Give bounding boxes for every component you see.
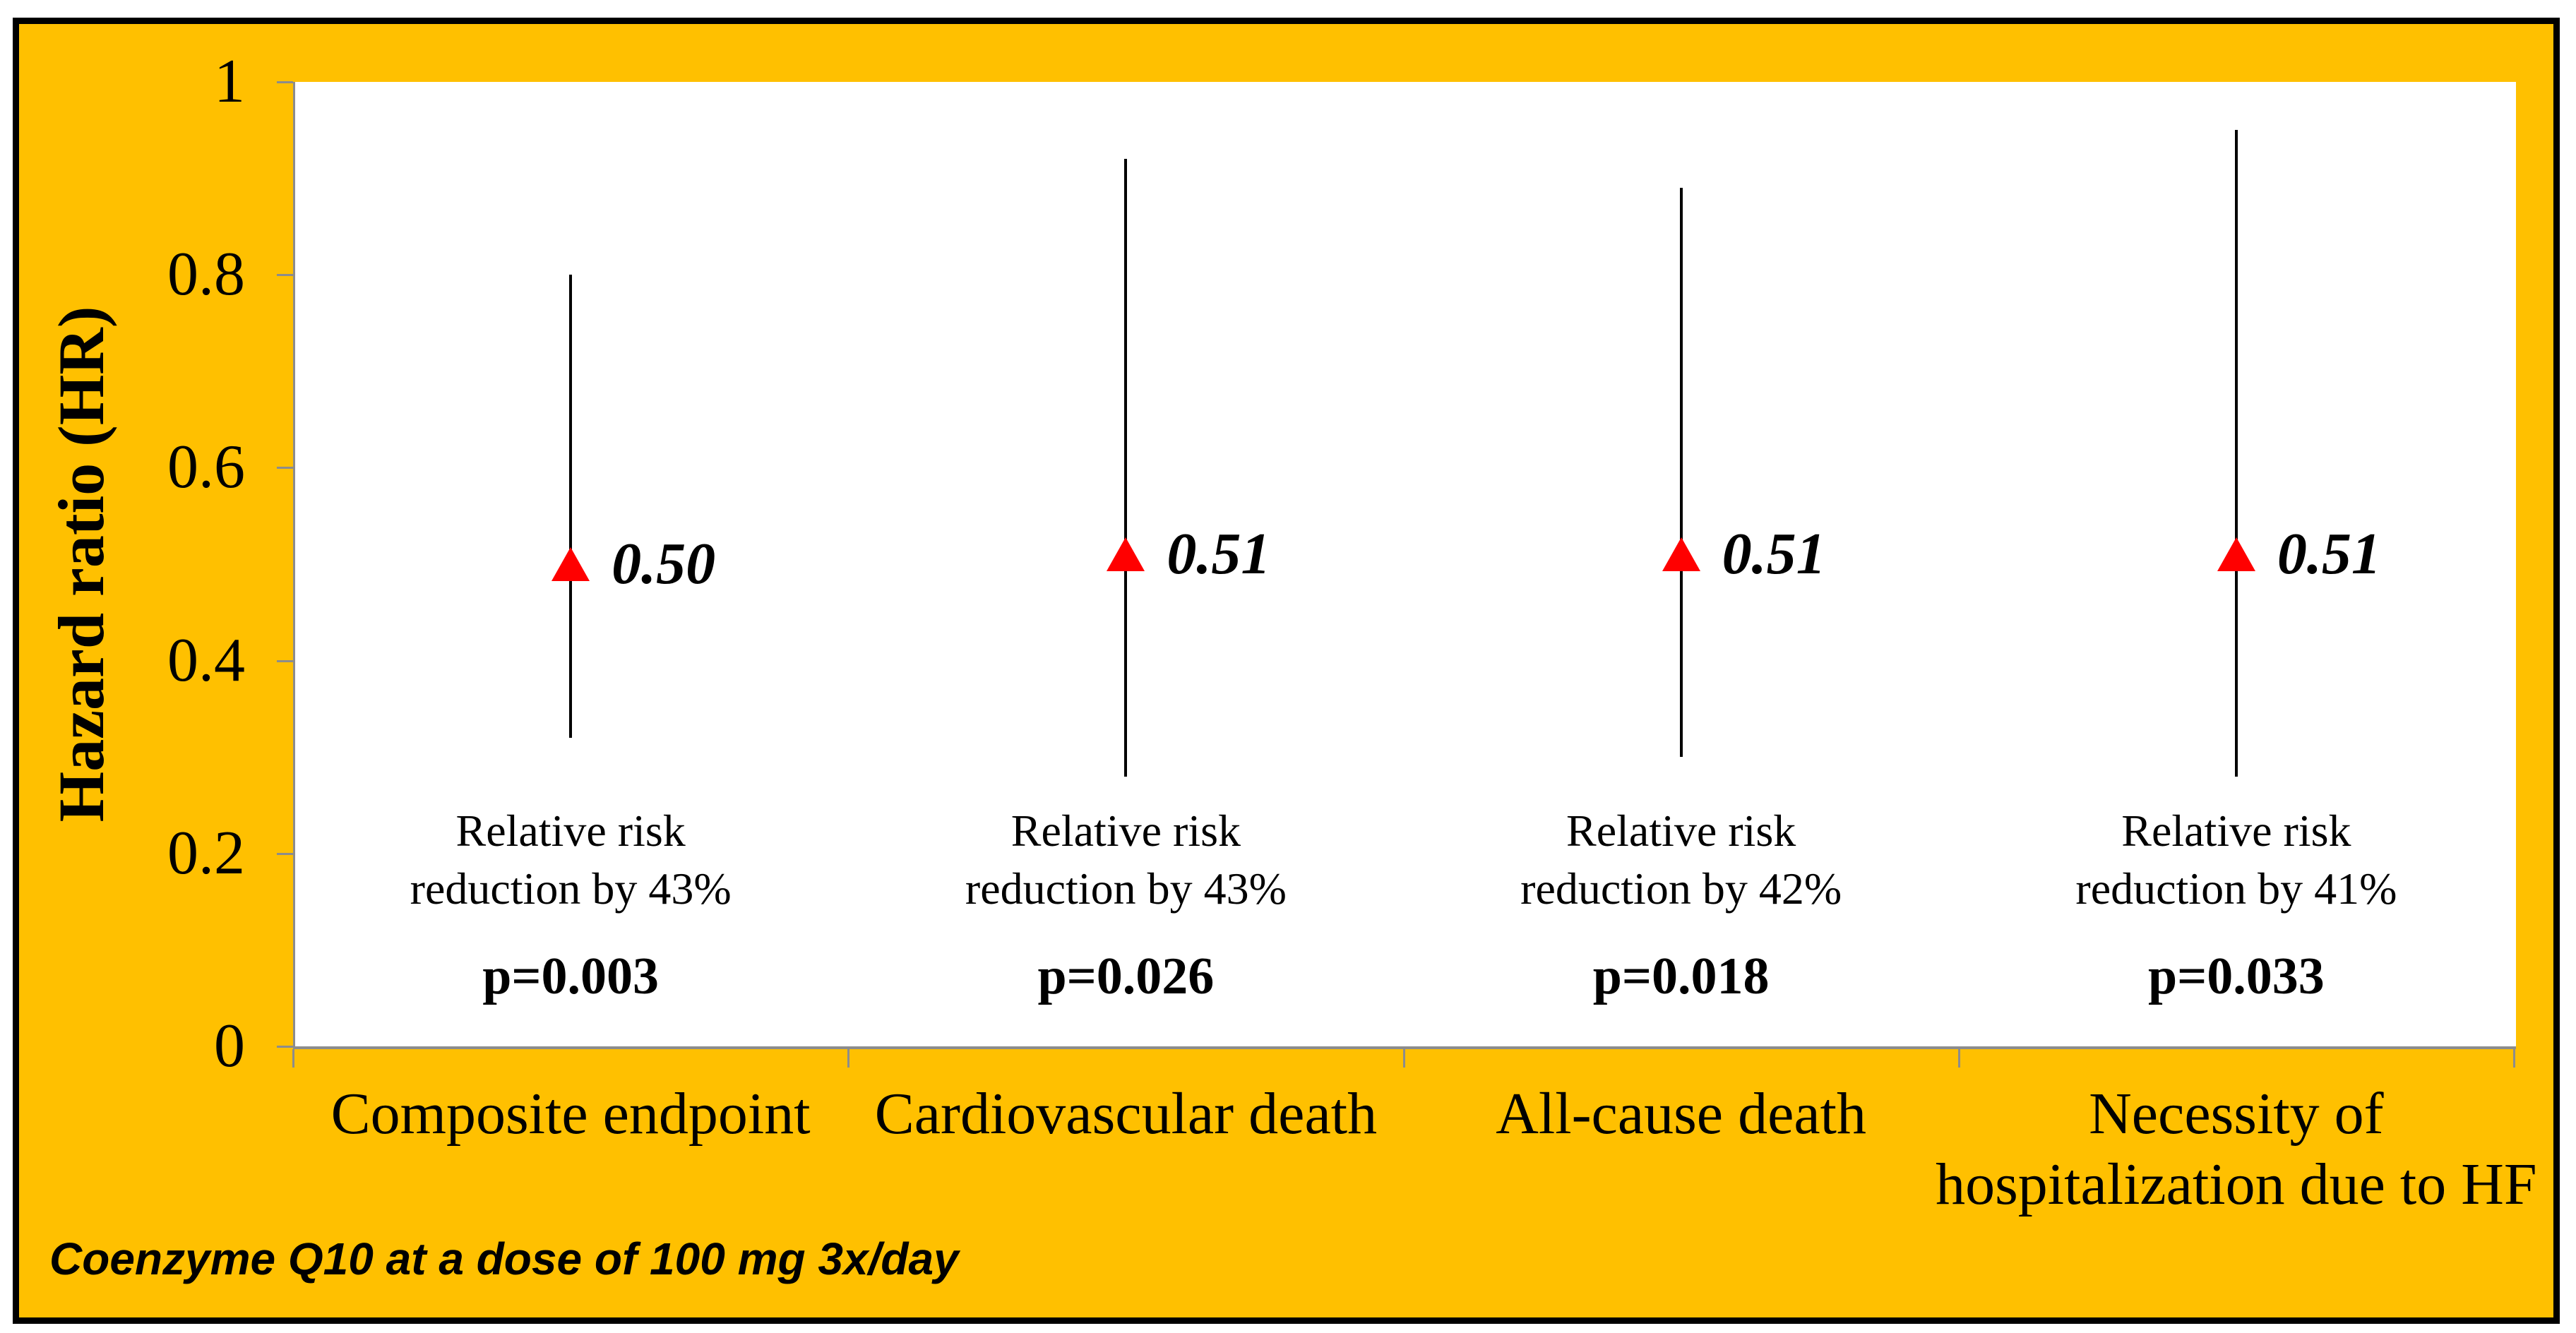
relative-risk-annotation: Relative risk reduction by 41% [1989,802,2483,918]
x-tick-mark [1957,1049,1960,1068]
confidence-interval-bar [1679,188,1683,758]
relative-risk-annotation-line2: reduction by 43% [410,863,732,914]
relative-risk-annotation-line1: Relative risk [2121,806,2351,856]
y-tick-label: 0.8 [167,240,245,309]
relative-risk-annotation-line2: reduction by 43% [965,863,1287,914]
hazard-ratio-marker-triangle-icon [2217,537,2255,572]
y-tick-label: 0.2 [167,818,245,887]
y-tick-mark [277,274,293,277]
confidence-interval-bar [2234,130,2238,777]
x-tick-mark [2513,1049,2515,1068]
chart-frame: Hazard ratio (HR) 1 0.8 0.6 0.4 0.2 0 0.50 Rel… [13,18,2560,1324]
relative-risk-annotation-line2: reduction by 42% [1520,863,1842,914]
y-tick-mark [277,852,293,855]
y-tick-label: 1 [214,47,245,116]
relative-risk-annotation: Relative risk reduction by 43% [323,802,818,918]
y-tick-label: 0.4 [167,626,245,695]
p-value-label: p=0.003 [482,948,660,1005]
y-tick-label: 0.6 [167,433,245,502]
y-tick-label: 0 [214,1012,245,1080]
y-tick-mark [277,1046,293,1048]
relative-risk-annotation-line1: Relative risk [1566,806,1796,856]
hazard-ratio-value-label: 0.51 [1167,521,1271,587]
y-tick-mark [277,81,293,83]
x-tick-mark [292,1049,294,1068]
p-value-label: p=0.033 [2147,948,2325,1005]
category-label: Cardiovascular death [874,1081,1378,1147]
y-axis-title: Hazard ratio (HR) [45,306,117,823]
p-value-label: p=0.026 [1037,948,1215,1005]
hazard-ratio-marker-triangle-icon [551,547,590,581]
hazard-ratio-value-label: 0.50 [612,531,716,597]
hazard-ratio-marker-triangle-icon [1107,537,1145,572]
y-tick-mark [277,659,293,662]
chart-footnote: Coenzyme Q10 at a dose of 100 mg 3x/day [49,1233,959,1284]
relative-risk-annotation: Relative risk reduction by 42% [1434,802,1928,918]
hazard-ratio-value-label: 0.51 [2277,521,2381,587]
plot-area [293,82,2516,1049]
x-tick-mark [1402,1049,1405,1068]
relative-risk-annotation-line1: Relative risk [1010,806,1241,856]
category-label: Necessity of hospitalization due to HF [1936,1081,2537,1217]
hazard-ratio-marker-triangle-icon [1662,537,1700,572]
p-value-label: p=0.018 [1592,948,1770,1005]
relative-risk-annotation-line2: reduction by 41% [2075,863,2397,914]
category-label: Composite endpoint [330,1081,811,1147]
hazard-ratio-value-label: 0.51 [1722,521,1826,587]
confidence-interval-bar [569,275,573,738]
relative-risk-annotation: Relative risk reduction by 43% [878,802,1373,918]
y-tick-mark [277,467,293,470]
confidence-interval-bar [1124,159,1128,777]
category-label: All-cause death [1496,1081,1866,1147]
x-tick-mark [847,1049,850,1068]
relative-risk-annotation-line1: Relative risk [455,806,686,856]
